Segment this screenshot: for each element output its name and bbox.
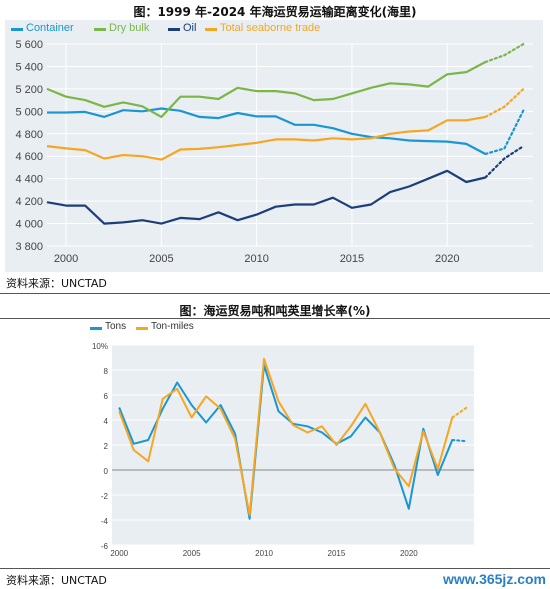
series-projection-total-seaborne-trade xyxy=(484,87,525,119)
x-tick-label: 2000 xyxy=(110,549,128,558)
y-tick-label: 5 000 xyxy=(15,106,43,118)
bottom-chart-panel: Tons Ton-miles -6 -4 -2 0 2 4 6 8 10% 2000 2005 201… xyxy=(82,320,482,565)
y-tick-label: 5 600 xyxy=(15,39,43,51)
legend-swatch-ton-miles xyxy=(136,327,148,330)
x-tick-label: 2020 xyxy=(400,549,418,558)
legend-label-oil: Oil xyxy=(183,22,197,34)
site-watermark: www.365jz.com xyxy=(443,571,546,587)
y-tick-label: 4 200 xyxy=(15,196,43,208)
series-line-total-seaborne-trade xyxy=(46,115,486,161)
series-line-oil xyxy=(46,169,486,225)
legend-swatch-tons xyxy=(90,327,102,330)
legend-swatch-oil xyxy=(168,28,180,31)
y-tick-label: 3 800 xyxy=(15,241,43,253)
x-tick-label: 2015 xyxy=(328,549,346,558)
top-chart-panel: Container Dry bulk Oil Total seaborne tr… xyxy=(5,20,543,272)
top-source-note: 资料来源：UNCTAD xyxy=(6,277,107,290)
y-tick-label: 10% xyxy=(92,342,108,351)
series-projection-dry-bulk xyxy=(484,42,525,64)
legend-swatch-container xyxy=(11,28,23,31)
y-tick-label: 4 000 xyxy=(15,219,43,231)
y-tick-label: -2 xyxy=(101,492,109,501)
legend-label-total-seaborne-trade: Total seaborne trade xyxy=(220,22,321,34)
x-tick-label: 2005 xyxy=(183,549,201,558)
y-tick-label: 4 xyxy=(104,417,109,426)
bottom-source-note: 资料来源：UNCTAD xyxy=(6,574,107,587)
growth-rate-line-chart: -6 -4 -2 0 2 4 6 8 10% 2000 2005 2010 2015 2020 xyxy=(92,342,474,558)
legend-label-ton-miles: Ton-miles xyxy=(151,321,194,332)
y-tick-label: 4 400 xyxy=(15,174,43,186)
series-projection-container xyxy=(484,109,525,156)
y-tick-label: 2 xyxy=(104,442,109,451)
series-projection-oil xyxy=(484,144,525,179)
y-tick-label: -6 xyxy=(101,542,109,551)
bottom-figure-title: 图：海运贸易吨和吨英里增长率(%) xyxy=(179,304,371,318)
x-tick-label: 2015 xyxy=(340,253,364,265)
x-tick-label: 2020 xyxy=(435,253,459,265)
y-tick-label: 8 xyxy=(104,367,109,376)
series-projection-ton-miles xyxy=(451,406,468,419)
x-tick-label: 2005 xyxy=(149,253,173,265)
series-projection-tons xyxy=(451,439,468,443)
top-figure-title: 图：1999 年-2024 年海运贸易运输距离变化(海里) xyxy=(133,5,417,19)
top-divider xyxy=(0,293,550,294)
x-tick-label: 2000 xyxy=(54,253,78,265)
y-tick-label: 0 xyxy=(104,467,109,476)
bottom-top-divider xyxy=(0,318,550,319)
y-tick-label: 4 600 xyxy=(15,151,43,163)
legend-swatch-total-seaborne-trade xyxy=(205,28,217,31)
y-tick-label: 4 800 xyxy=(15,129,43,141)
x-tick-label: 2010 xyxy=(255,549,273,558)
bottom-divider xyxy=(0,568,550,569)
legend-label-dry-bulk: Dry bulk xyxy=(109,22,150,34)
series-line-ton-miles xyxy=(118,357,454,516)
series-line-dry-bulk xyxy=(46,61,486,119)
y-tick-label: -4 xyxy=(101,517,109,526)
distance-line-chart: 3 800 4 000 4 200 4 400 4 600 4 800 5 000 5 200… xyxy=(15,39,533,265)
y-tick-label: 5 200 xyxy=(15,84,43,96)
legend-swatch-dry-bulk xyxy=(94,28,106,31)
legend-label-container: Container xyxy=(26,22,74,34)
x-tick-label: 2010 xyxy=(244,253,268,265)
series-line-container xyxy=(47,107,486,155)
y-tick-label: 5 400 xyxy=(15,61,43,73)
y-tick-label: 6 xyxy=(104,392,109,401)
legend-label-tons: Tons xyxy=(105,321,127,332)
